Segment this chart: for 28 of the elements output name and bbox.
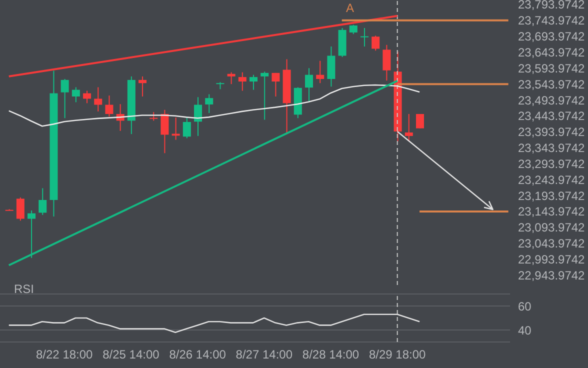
x-tick-label: 8/26 14:00 — [169, 348, 226, 362]
y-tick-label: 40 — [518, 323, 532, 338]
y-tick-label: 23,693.9742 — [518, 30, 586, 44]
y-tick-label: 23,193.9742 — [518, 188, 586, 203]
y-tick-label: 23,793.9742 — [518, 0, 586, 12]
annotation: A — [346, 0, 354, 15]
y-tick-label: 23,393.9742 — [518, 125, 586, 140]
chart-title: RSI — [14, 282, 34, 296]
y-tick-label: 23,643.9742 — [518, 45, 586, 60]
x-tick-label: 8/29 18:00 — [368, 348, 426, 362]
y-tick-label: 23,543.9742 — [518, 77, 586, 92]
y-tick-label: 23,043.9742 — [518, 236, 586, 251]
y-tick-label: 23,743.9742 — [518, 14, 586, 28]
y-tick-label: 23,243.9742 — [518, 172, 586, 187]
y-tick-label: 23,343.9742 — [518, 141, 586, 156]
y-tick-label: 22,993.9742 — [518, 252, 586, 266]
x-tick-label: 8/28 14:00 — [302, 348, 360, 362]
y-tick-label: 23,443.9742 — [518, 109, 586, 124]
y-tick-label: 23,593.9742 — [518, 61, 586, 76]
x-tick-label: 8/27 14:00 — [236, 348, 293, 362]
y-tick-label: 23,493.9742 — [518, 93, 586, 108]
y-tick-label: 23,093.9742 — [518, 220, 586, 235]
y-tick-label: 23,293.9742 — [518, 156, 586, 171]
y-tick-label: 23,143.9742 — [518, 204, 586, 219]
x-tick-label: 8/25 14:00 — [102, 348, 160, 362]
y-tick-label: 22,943.9742 — [518, 268, 586, 282]
y-tick-label: 60 — [518, 299, 532, 314]
x-tick-label: 8/22 18:00 — [36, 348, 94, 362]
